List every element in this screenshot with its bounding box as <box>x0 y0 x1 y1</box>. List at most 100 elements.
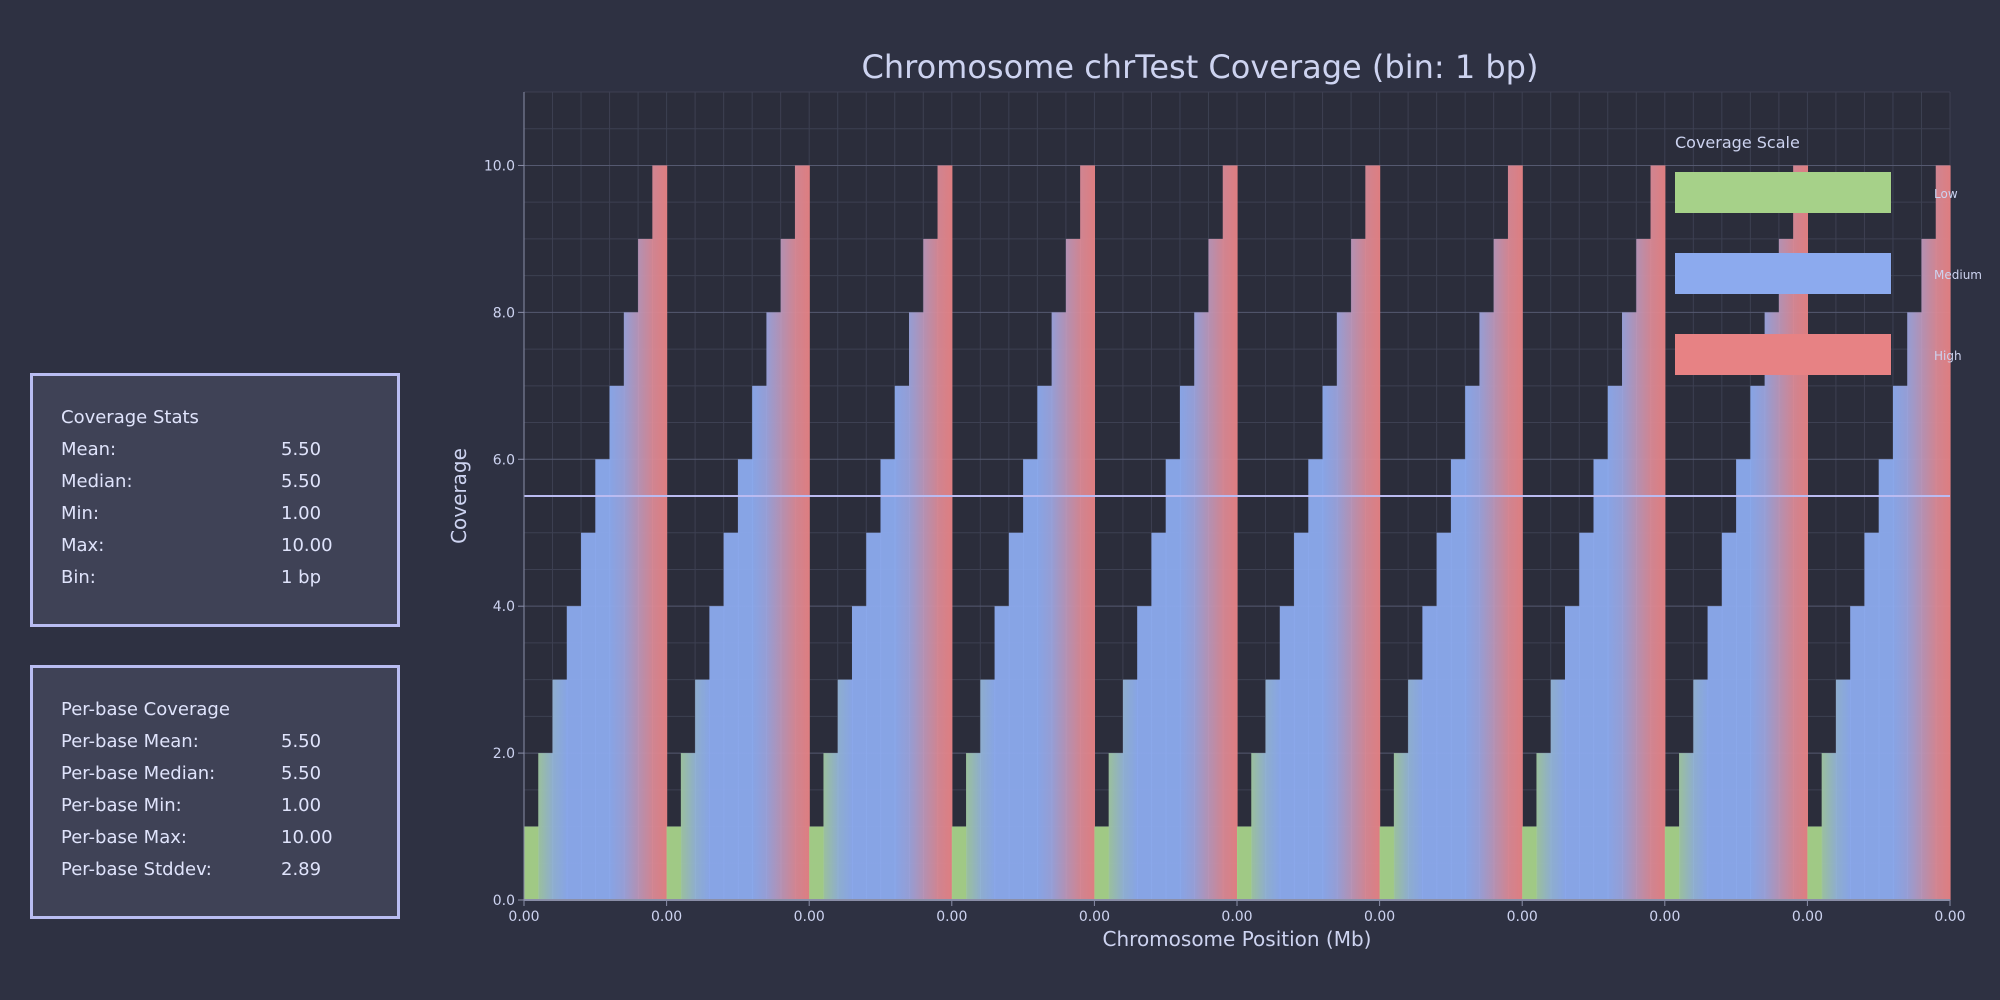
coverage-bar <box>1322 385 1338 900</box>
coverage-bar <box>1935 165 1951 901</box>
stat-label: Per-base Stddev: <box>61 859 212 880</box>
coverage-bar <box>1279 606 1295 900</box>
y-tick-label: 2.0 <box>493 746 515 762</box>
stat-label: Per-base Min: <box>61 795 182 816</box>
bars <box>524 165 1951 901</box>
stat-value: 1 bp <box>281 567 322 588</box>
per-base-coverage-title: Per-base Coverage <box>61 699 230 720</box>
stat-value: 10.00 <box>281 827 333 848</box>
stat-value: 5.50 <box>281 731 322 752</box>
coverage-bar <box>638 238 653 901</box>
x-tick-label: 0.00 <box>651 909 682 925</box>
stat-value: 1.00 <box>281 795 322 816</box>
stat-row-perbase-mean: Per-base Mean: 5.50 <box>61 726 397 758</box>
coverage-bar <box>1650 165 1666 901</box>
coverage-bar <box>609 385 625 900</box>
coverage-bar <box>894 385 910 900</box>
coverage-bar <box>695 679 710 900</box>
coverage-bar <box>1764 312 1780 900</box>
coverage-stats-panel: Coverage Stats Mean: 5.50 Median: 5.50 M… <box>30 373 400 627</box>
coverage-bar <box>1593 459 1609 900</box>
coverage-bar <box>909 312 924 900</box>
stat-label: Per-base Mean: <box>61 731 199 752</box>
coverage-bar <box>623 312 639 900</box>
coverage-bar <box>1892 385 1908 900</box>
stat-label: Median: <box>61 471 133 492</box>
x-tick-label: 0.00 <box>936 909 967 925</box>
coverage-bar <box>1294 532 1309 900</box>
coverage-bar <box>1693 679 1709 900</box>
stat-row-max: Max: 10.00 <box>61 530 397 562</box>
coverage-bar <box>1351 238 1366 901</box>
per-base-coverage-panel: Per-base Coverage Per-base Mean: 5.50 Pe… <box>30 665 400 919</box>
coverage-bar <box>723 532 739 900</box>
coverage-bar <box>1336 312 1352 900</box>
coverage-bar <box>1122 679 1138 900</box>
stat-value: 5.50 <box>281 763 322 784</box>
coverage-bar <box>538 753 554 900</box>
coverage-bar <box>923 238 939 901</box>
coverage-bar <box>595 459 611 900</box>
legend-swatch <box>1675 334 1891 375</box>
coverage-bar <box>1835 679 1851 900</box>
coverage-bar <box>994 606 1010 900</box>
coverage-bar <box>1265 679 1281 900</box>
stat-row-perbase-stddev: Per-base Stddev: 2.89 <box>61 854 397 886</box>
coverage-bar <box>1921 238 1937 901</box>
coverage-bar <box>1251 753 1267 900</box>
coverage-stats-title: Coverage Stats <box>61 407 199 428</box>
coverage-bar <box>1051 312 1067 900</box>
coverage-bar <box>766 312 782 900</box>
coverage-bar <box>1194 312 1210 900</box>
coverage-bar <box>1208 238 1224 901</box>
x-tick-label: 0.00 <box>1079 909 1110 925</box>
coverage-bar <box>566 606 582 900</box>
coverage-bar <box>1365 165 1381 901</box>
coverage-bar <box>1080 165 1095 901</box>
stat-label: Mean: <box>61 439 117 460</box>
coverage-bar <box>552 679 568 900</box>
coverage-bar <box>1450 459 1466 900</box>
stat-label: Per-base Max: <box>61 827 187 848</box>
stat-value: 5.50 <box>281 439 322 460</box>
coverage-bar <box>1493 238 1509 901</box>
coverage-bar <box>1807 826 1823 900</box>
coverage-bar <box>1522 826 1538 900</box>
coverage-bar <box>1721 532 1737 900</box>
coverage-bar <box>966 753 981 900</box>
coverage-bar <box>1222 165 1238 901</box>
coverage-bar <box>1707 606 1723 900</box>
stat-row-median: Median: 5.50 <box>61 466 397 498</box>
coverage-bar <box>680 753 696 900</box>
x-tick-label: 0.00 <box>794 909 825 925</box>
coverage-bar <box>581 532 596 900</box>
coverage-bar <box>1622 312 1637 900</box>
coverage-bar <box>1037 385 1053 900</box>
y-axis-label: Coverage <box>447 448 471 544</box>
legend-swatch <box>1675 172 1891 213</box>
x-tick-label: 0.00 <box>1792 909 1823 925</box>
coverage-bar <box>837 679 853 900</box>
coverage-bar <box>980 679 996 900</box>
coverage-bar <box>1750 385 1766 900</box>
stat-label: Max: <box>61 535 105 556</box>
y-tick-label: 6.0 <box>493 452 515 468</box>
coverage-bar <box>1436 532 1452 900</box>
coverage-bar <box>1179 385 1195 900</box>
x-axis-label: Chromosome Position (Mb) <box>1103 927 1372 951</box>
legend-label: Medium <box>1934 268 1982 282</box>
coverage-bar <box>652 165 668 901</box>
coverage-bar <box>1393 753 1409 900</box>
coverage-bar <box>880 459 896 900</box>
legend-label: High <box>1934 349 1962 363</box>
coverage-bar <box>1664 826 1680 900</box>
coverage-bar <box>866 532 882 900</box>
coverage-bar <box>666 826 682 900</box>
coverage-bar <box>1094 826 1110 900</box>
stat-value: 5.50 <box>281 471 322 492</box>
coverage-bar <box>1850 606 1866 900</box>
stat-row-perbase-min: Per-base Min: 1.00 <box>61 790 397 822</box>
coverage-bar <box>1479 312 1495 900</box>
coverage-bar <box>1550 679 1566 900</box>
